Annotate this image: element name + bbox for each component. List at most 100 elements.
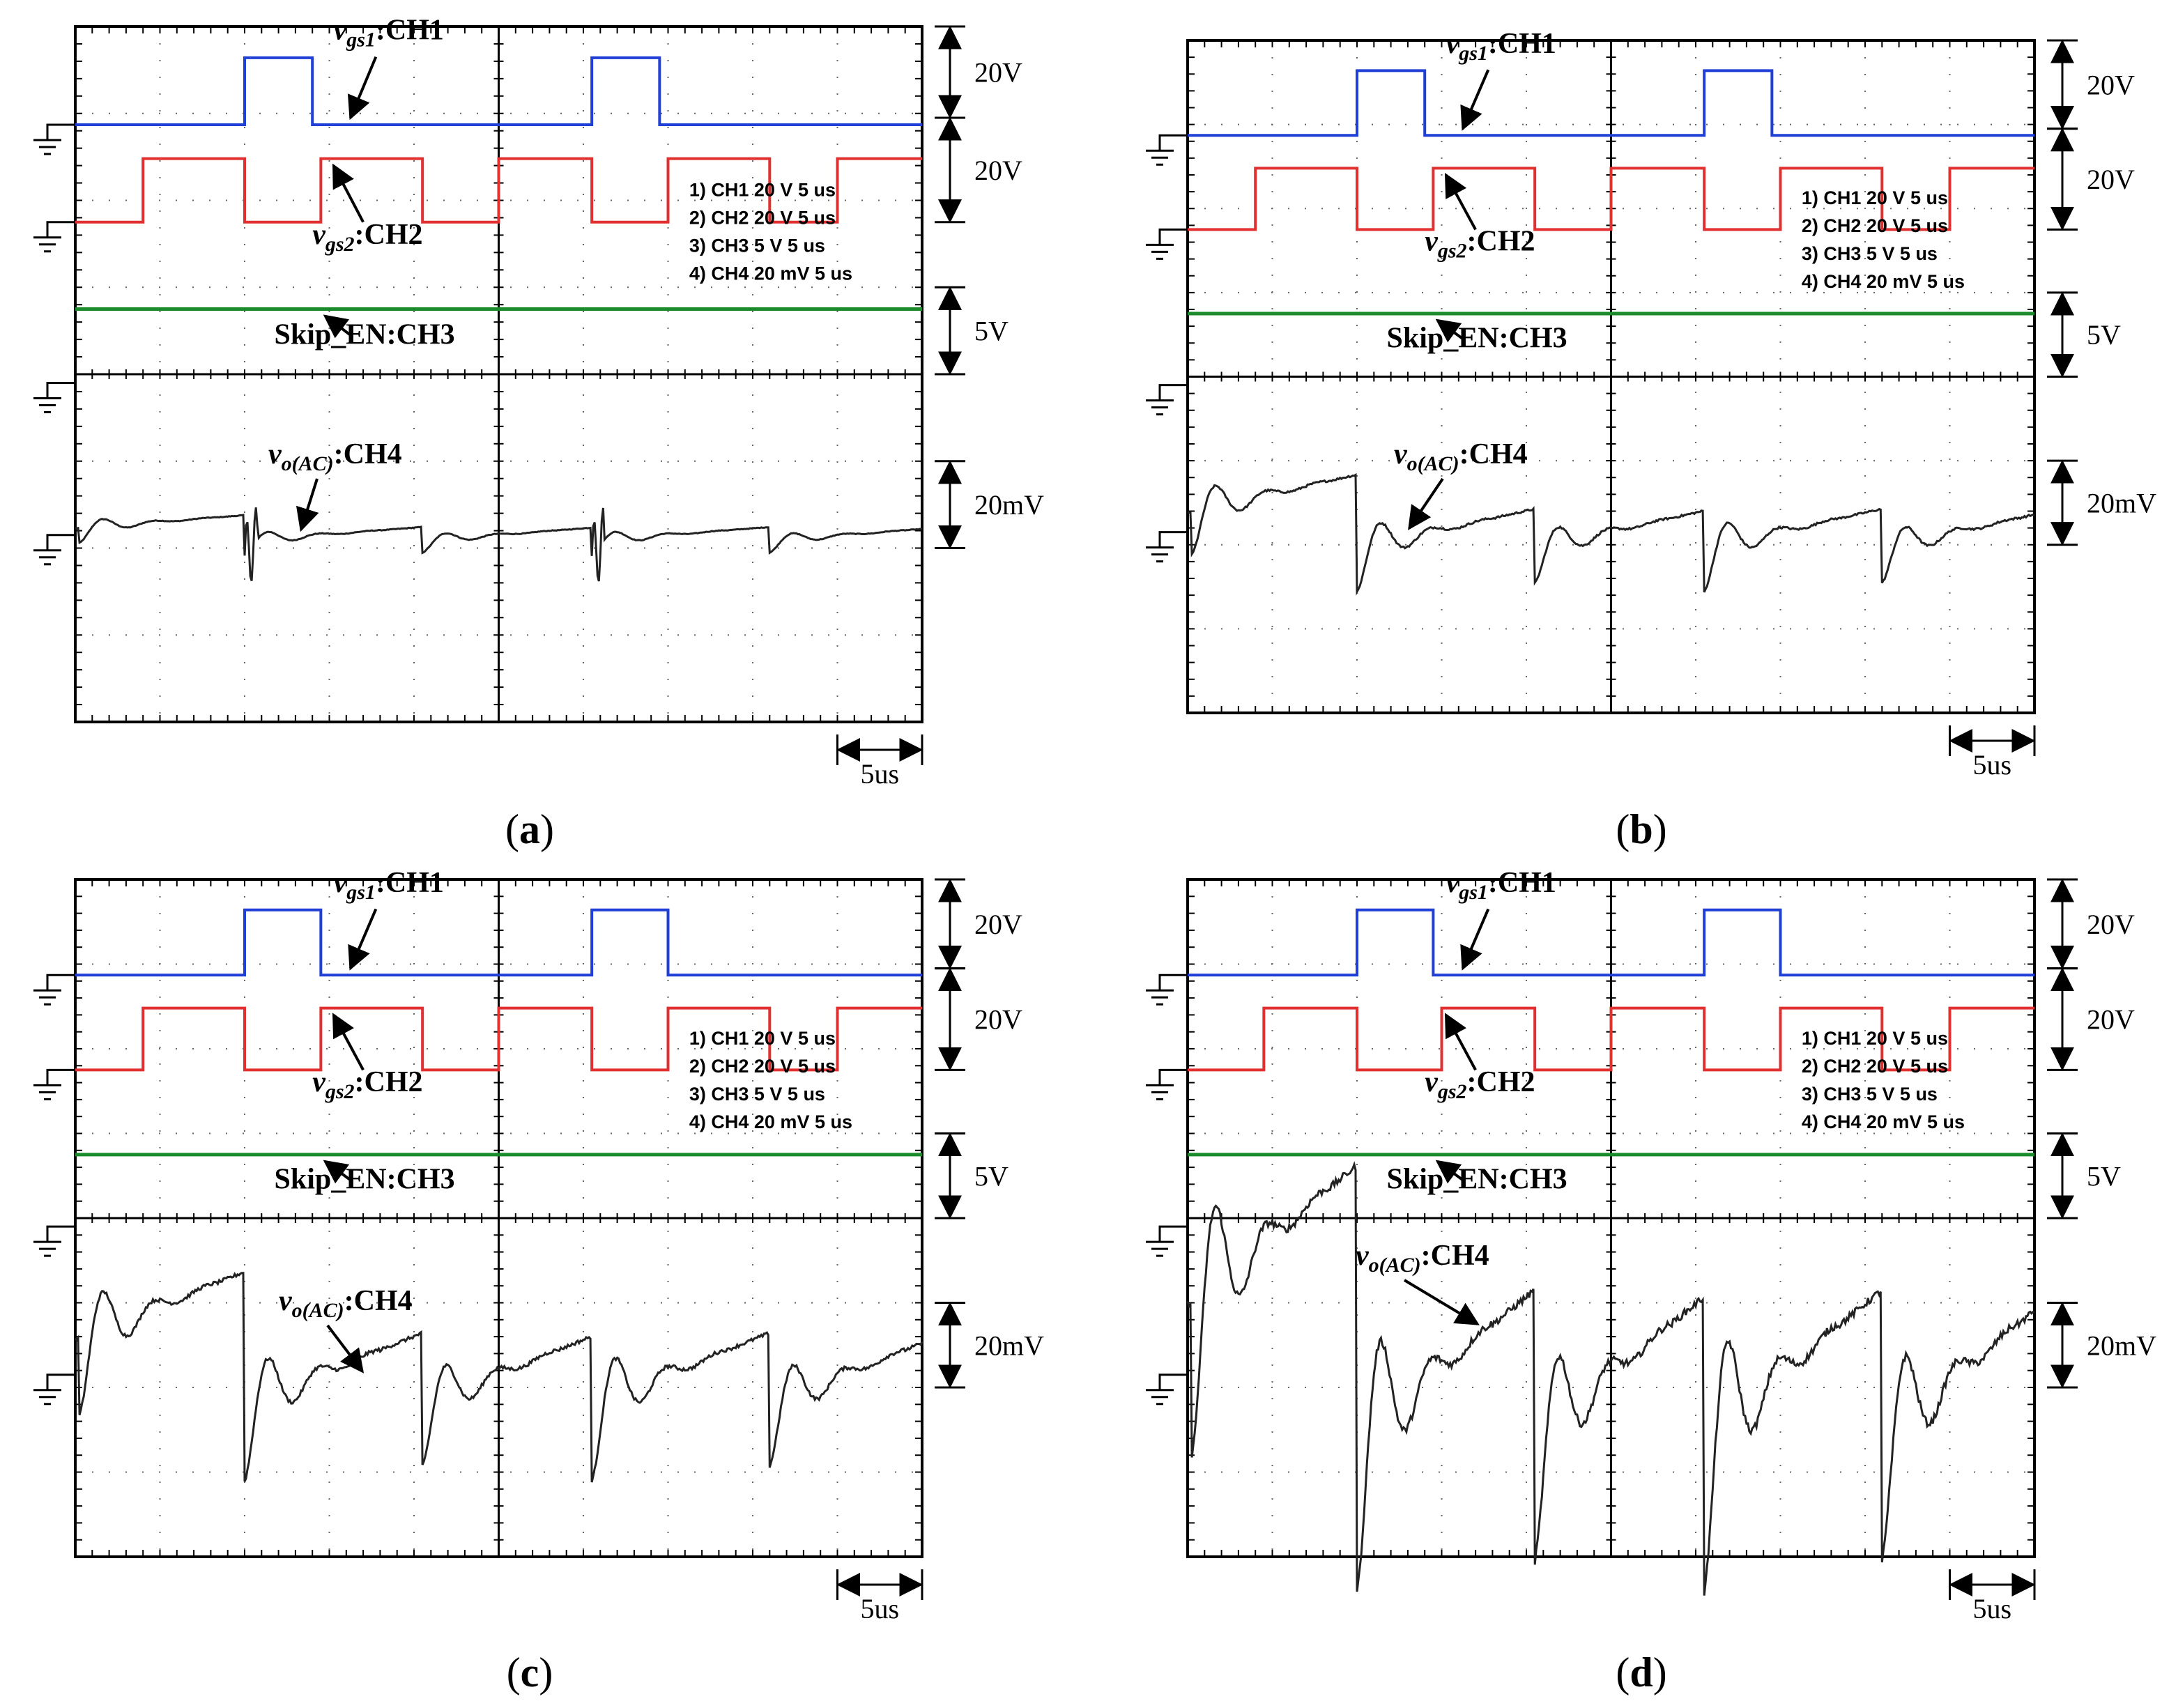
panel-b: 20V 20V 5V 20mV 5us 1) CH1 20 V 5 us 2) CH2 20… (1146, 28, 2156, 852)
ch4-trace (75, 507, 923, 582)
label-vgs1: vgs1:CH1 (1446, 867, 1556, 904)
panel-c: 20V 20V 5V 20mV 5us 1) CH1 20 V 5 us 2) CH2 20… (33, 867, 1044, 1695)
caption-paren-open: ( (505, 806, 519, 852)
scale-label-ch2: 20V (2087, 1003, 2135, 1035)
scale-label-ch1: 20V (2087, 69, 2135, 100)
panel-a: 20V 20V 5V 20mV 5us 1) CH1 20 V 5 us 2) CH2 20… (33, 15, 1044, 852)
channel-setting-row: 3) CH3 5 V 5 us (689, 1084, 825, 1105)
time-scale-label: 5us (860, 1593, 899, 1624)
label-vo: vo(AC):CH4 (279, 1285, 413, 1322)
channel-setting-row: 1) CH1 20 V 5 us (689, 1028, 836, 1049)
label-vgs1: vgs1:CH1 (334, 867, 444, 904)
caption-paren-open: ( (1616, 806, 1630, 852)
scale-label-ch2: 20V (974, 155, 1022, 186)
channel-setting-row: 3) CH3 5 V 5 us (1802, 1084, 1938, 1105)
label-vgs2-symbol: v (312, 219, 326, 251)
label-vgs1-subscript: gs1 (346, 881, 376, 904)
label-vo-subscript: o(AC) (292, 1299, 344, 1322)
label-vgs1: vgs1:CH1 (334, 15, 444, 52)
panel-caption: (b) (1616, 806, 1666, 852)
panel-d: 20V 20V 5V 20mV 5us 1) CH1 20 V 5 us 2) CH2 20… (1146, 867, 2156, 1695)
ch2-trace (1188, 1006, 2034, 1072)
channel-setting-row: 3) CH3 5 V 5 us (1802, 243, 1938, 264)
label-vgs1-symbol: v (334, 15, 348, 47)
ch2-trace (75, 1006, 922, 1072)
label-vo-suffix: :CH4 (344, 1285, 413, 1317)
label-vgs1-symbol: v (1446, 867, 1460, 899)
arrow-vgs1 (348, 908, 378, 971)
time-scale-label: 5us (1972, 1593, 2011, 1624)
label-vo: vo(AC):CH4 (268, 438, 402, 475)
scale-label-ch1: 20V (974, 56, 1022, 88)
panel-caption: (a) (505, 806, 554, 852)
label-vgs2-suffix: :CH2 (1467, 1066, 1535, 1098)
ground-marker (33, 381, 75, 413)
label-vo-symbol: v (1356, 1240, 1370, 1272)
scale-label-ch1: 20V (2087, 909, 2135, 940)
ground-marker (1146, 531, 1188, 563)
label-skip-en: Skip_EN:CH3 (275, 1163, 455, 1195)
label-skip-en: Skip_EN:CH3 (1387, 1163, 1567, 1195)
scale-label-ch2: 20V (974, 1003, 1022, 1035)
ground-marker (1146, 974, 1188, 1006)
ground-marker (33, 1374, 75, 1406)
caption-paren-close: ) (1653, 806, 1667, 852)
label-vo-suffix: :CH4 (1421, 1240, 1489, 1272)
ground-marker (1146, 1374, 1188, 1406)
caption-letter: d (1630, 1649, 1653, 1695)
scale-label-ch3: 5V (974, 316, 1009, 347)
arrow-vo (1408, 477, 1444, 530)
scale-label-ch4: 20mV (974, 1330, 1044, 1361)
label-vo-symbol: v (268, 438, 282, 470)
arrow-vgs2 (332, 1013, 365, 1071)
label-vgs1-subscript: gs1 (346, 29, 376, 52)
label-vo-suffix: :CH4 (1459, 438, 1528, 470)
scale-label-ch2: 20V (2087, 164, 2135, 195)
ground-marker (33, 123, 75, 155)
arrow-vgs1 (1460, 69, 1490, 131)
caption-letter: b (1630, 806, 1653, 852)
scale-label-ch4: 20mV (974, 489, 1044, 521)
ch2-trace (75, 157, 922, 224)
ground-marker (1146, 1068, 1188, 1100)
channel-setting-row: 4) CH4 20 mV 5 us (689, 263, 852, 284)
arrow-skip-en (323, 314, 352, 339)
scale-label-ch4: 20mV (2087, 1330, 2156, 1361)
arrow-vgs1 (347, 56, 378, 121)
arrow-vgs2 (1444, 1013, 1477, 1071)
ground-marker (1146, 1225, 1188, 1257)
ground-marker (1146, 384, 1188, 416)
label-vgs2-suffix: :CH2 (355, 219, 423, 251)
label-vgs2-subscript: gs2 (1437, 1080, 1467, 1103)
channel-setting-row: 2) CH2 20 V 5 us (1802, 215, 1948, 236)
ch4-trace (74, 1272, 923, 1483)
arrow-vo (326, 1324, 365, 1374)
label-vgs2-suffix: :CH2 (355, 1066, 423, 1098)
label-vgs1: vgs1:CH1 (1446, 28, 1556, 65)
ch1-trace (1188, 908, 2034, 977)
label-vgs2-subscript: gs2 (325, 1080, 355, 1103)
time-scale-label: 5us (860, 758, 899, 790)
label-vgs2-symbol: v (312, 1066, 326, 1098)
scale-label-ch3: 5V (2087, 319, 2121, 351)
channel-setting-row: 2) CH2 20 V 5 us (689, 207, 836, 228)
arrow-vo (1403, 1279, 1480, 1325)
channel-setting-row: 1) CH1 20 V 5 us (1802, 187, 1948, 208)
channel-setting-row: 1) CH1 20 V 5 us (689, 179, 836, 200)
caption-paren-close: ) (1653, 1649, 1667, 1695)
panel-caption: (c) (507, 1649, 553, 1695)
ch2-trace (1188, 167, 2034, 231)
scale-label-ch1: 20V (974, 909, 1022, 940)
label-vgs1-subscript: gs1 (1458, 881, 1488, 904)
label-vgs2-subscript: gs2 (1437, 240, 1467, 263)
ch4-trace (1187, 472, 2035, 596)
caption-paren-close: ) (540, 806, 554, 852)
panel-caption: (d) (1616, 1649, 1666, 1695)
channel-setting-row: 3) CH3 5 V 5 us (689, 235, 825, 256)
ground-marker (1146, 134, 1188, 166)
ground-marker (33, 534, 75, 566)
label-vo-subscript: o(AC) (1369, 1254, 1421, 1277)
ground-marker (33, 221, 75, 253)
channel-setting-row: 1) CH1 20 V 5 us (1802, 1028, 1948, 1049)
